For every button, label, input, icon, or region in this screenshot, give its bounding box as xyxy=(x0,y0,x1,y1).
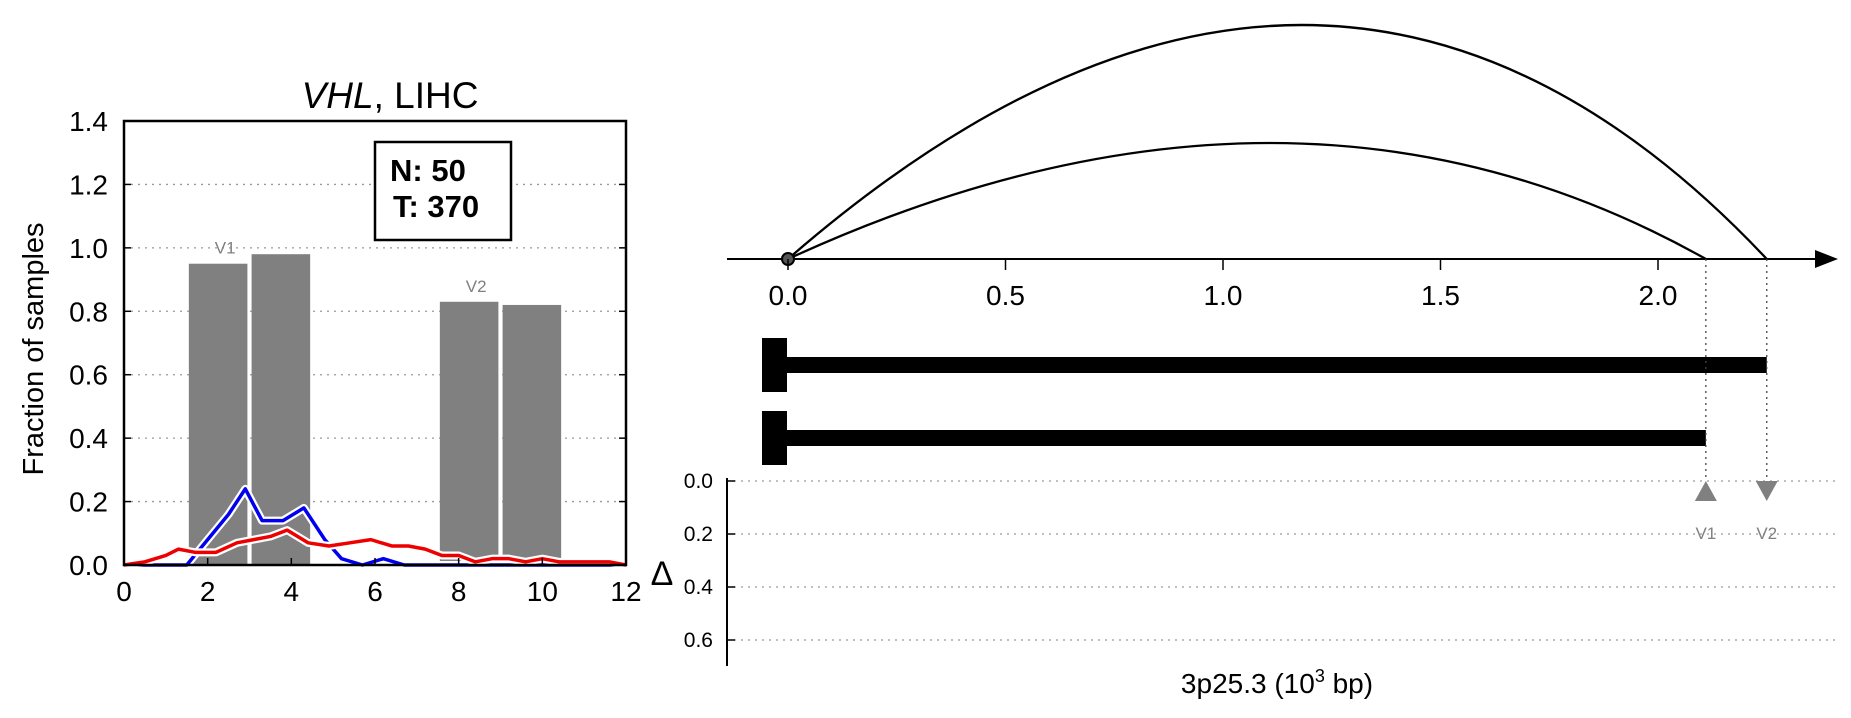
count-box: N: 50 T: 370 xyxy=(373,140,513,242)
bar-label: V2 xyxy=(466,277,487,296)
genomic-x-ticks: 0.0 0.5 1.0 1.5 2.0 xyxy=(769,259,1678,311)
marker-label: V2 xyxy=(1756,524,1777,543)
x-tick-label: 0 xyxy=(116,576,132,607)
bar xyxy=(188,263,248,565)
marker-guide-lines xyxy=(1705,259,1768,478)
axis-arrow-icon xyxy=(1815,250,1838,268)
x-ticks: 0 2 4 6 8 10 12 xyxy=(116,558,642,607)
y-tick-label: 1.2 xyxy=(69,169,108,200)
isoform-body xyxy=(784,430,1706,446)
gene-structure-panel: 0.0 0.5 1.0 1.5 2.0 Δ 0.0 0.2 0.4 0.6 V1 V2 3p25… xyxy=(651,23,1838,699)
isoform-exon xyxy=(762,411,787,465)
x-tick-label: 8 xyxy=(451,576,467,607)
isoform-exon xyxy=(762,338,787,392)
x-tick-label: 6 xyxy=(367,576,383,607)
y-tick-label: 0.0 xyxy=(69,550,108,581)
delta-y-ticks: 0.0 0.2 0.4 0.6 xyxy=(684,470,1838,652)
genomic-tick-label: 0.0 xyxy=(769,280,808,311)
genomic-x-label: 3p25.3 (103 bp) xyxy=(1181,666,1373,699)
chart-title: VHL, LIHC xyxy=(302,75,479,116)
isoform-tracks xyxy=(762,338,1767,465)
y-tick-label: 1.4 xyxy=(69,106,108,137)
x-tick-label: 10 xyxy=(527,576,558,607)
triangle-down-icon xyxy=(1755,481,1778,501)
genomic-tick-label: 0.5 xyxy=(986,280,1025,311)
delta-tick-label: 0.0 xyxy=(684,470,713,493)
count-box-frame xyxy=(373,140,513,242)
variant-markers: V1 V2 xyxy=(1694,481,1778,543)
x-tick-label: 4 xyxy=(284,576,300,607)
delta-symbol: Δ xyxy=(651,555,674,593)
bar-label: V1 xyxy=(215,239,236,258)
delta-axis: Δ 0.0 0.2 0.4 0.6 xyxy=(651,470,1838,666)
genomic-tick-label: 1.0 xyxy=(1204,280,1243,311)
genomic-tick-label: 1.5 xyxy=(1421,280,1460,311)
bar xyxy=(439,301,499,565)
isoform-body xyxy=(784,357,1767,373)
marker-label: V1 xyxy=(1695,524,1716,543)
junction-arc xyxy=(787,141,1707,261)
y-axis-label: Fraction of samples xyxy=(18,222,50,475)
delta-tick-label: 0.2 xyxy=(684,523,713,546)
x-tick-label: 2 xyxy=(200,576,216,607)
delta-tick-label: 0.6 xyxy=(684,629,713,652)
y-tick-label: 0.6 xyxy=(69,360,108,391)
y-tick-label: 0.8 xyxy=(69,296,108,327)
delta-tick-label: 0.4 xyxy=(684,576,714,599)
y-tick-label: 1.0 xyxy=(69,233,108,264)
junction-arc xyxy=(787,23,1768,260)
junction-arcs xyxy=(787,23,1768,261)
normal-count: N: 50 xyxy=(390,153,466,188)
tumor-count: T: 370 xyxy=(393,189,479,224)
bars: V1 V2 xyxy=(188,239,562,565)
triangle-up-icon xyxy=(1694,481,1717,501)
bar xyxy=(502,304,562,565)
x-tick-label: 12 xyxy=(610,576,641,607)
y-ticks: 0.0 0.2 0.4 0.6 0.8 1.0 1.2 1.4 xyxy=(69,106,626,581)
genomic-tick-label: 2.0 xyxy=(1639,280,1678,311)
y-tick-label: 0.4 xyxy=(69,423,108,454)
series-line xyxy=(123,528,627,567)
y-tick-label: 0.2 xyxy=(69,487,108,518)
